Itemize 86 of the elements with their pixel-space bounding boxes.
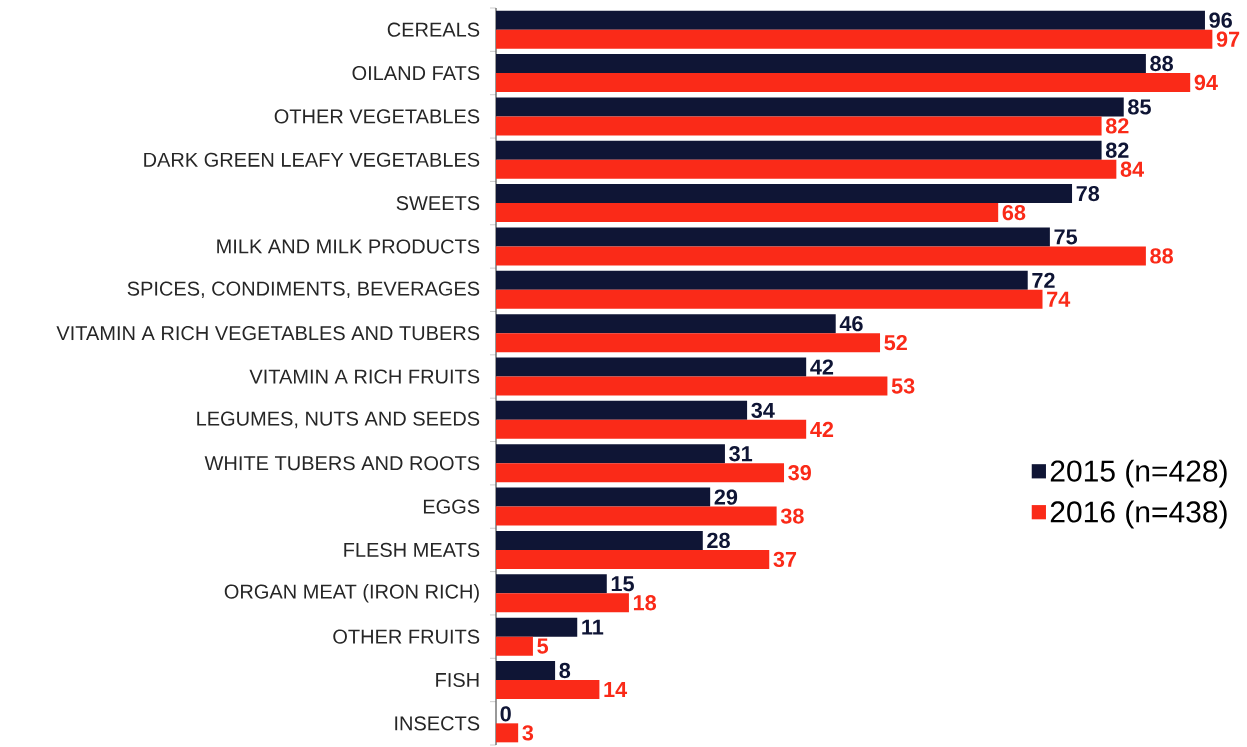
bar [496, 97, 1124, 117]
bar [496, 289, 1043, 309]
bar [496, 660, 556, 680]
bar [496, 159, 1117, 179]
data-label: 75 [1054, 229, 1078, 245]
data-label: 88 [1150, 248, 1173, 264]
y-tick-label: INSECTS [395, 716, 480, 731]
bar [496, 73, 1191, 93]
bar [496, 270, 1028, 290]
bar [496, 617, 578, 637]
bar [496, 723, 519, 743]
data-label: 15 [611, 576, 634, 592]
y-tick-label: VITAMIN A RICH FRUITS [249, 369, 480, 384]
y-tick-label: SPICES, CONDIMENTS, BEVERAGES [127, 281, 480, 299]
y-tick-label: MILK AND MILK PRODUCTS [217, 239, 480, 254]
bar [496, 636, 533, 656]
bar [496, 400, 748, 420]
bar [496, 314, 836, 334]
data-label: 84 [1120, 161, 1145, 177]
y-tick-label: OILAND FATS [352, 65, 480, 81]
legend-label: 2015 (n=428) [1050, 459, 1227, 488]
bar [496, 227, 1050, 247]
bar [496, 333, 881, 353]
data-label: 52 [884, 334, 907, 351]
data-label: 0 [500, 706, 511, 722]
y-tick-label: OTHER FRUITS [333, 629, 480, 644]
data-label: 31 [729, 446, 753, 462]
data-label: 78 [1076, 185, 1100, 202]
data-label: 37 [773, 551, 797, 568]
data-label: 88 [1150, 55, 1173, 72]
data-label: 82 [1105, 118, 1129, 134]
y-tick-label: FISH [436, 672, 479, 688]
bar [496, 549, 770, 569]
data-label: 8 [559, 662, 571, 679]
y-tick-label: ORGAN MEAT (IRON RICH) [224, 583, 479, 603]
data-label: 38 [780, 508, 804, 524]
data-label: 94 [1194, 74, 1218, 91]
data-label: 68 [1002, 204, 1026, 221]
bar [496, 203, 999, 223]
data-label: 42 [810, 359, 834, 375]
data-label: 46 [839, 315, 863, 332]
bar [496, 506, 777, 526]
bar [496, 29, 1213, 49]
data-label: 39 [788, 465, 811, 481]
data-label: 3 [522, 725, 534, 741]
data-label: 85 [1128, 99, 1151, 115]
bar [496, 679, 600, 699]
data-label: 5 [537, 638, 549, 654]
bar [496, 376, 888, 396]
bar [496, 10, 1205, 30]
data-label: 97 [1216, 31, 1240, 47]
data-label: 18 [633, 595, 657, 611]
legend-label: 2016 (n=438) [1050, 500, 1227, 529]
bar [496, 116, 1102, 136]
data-label: 74 [1047, 291, 1071, 307]
y-tick-label: OTHER VEGETABLES [274, 109, 480, 124]
data-label: 72 [1032, 272, 1055, 288]
data-label: 82 [1105, 142, 1129, 158]
data-label: 29 [714, 489, 738, 505]
data-label: 96 [1209, 12, 1232, 28]
bar [496, 419, 807, 439]
y-tick-label: VITAMIN A RICH VEGETABLES AND TUBERS [56, 326, 480, 341]
data-label: 42 [810, 421, 834, 437]
y-tick-label: EGGS [423, 499, 480, 514]
data-label: 53 [891, 378, 915, 394]
bar [496, 357, 807, 377]
y-tick-label: DARK GREEN LEAFY VEGETABLES [144, 152, 480, 167]
bar [496, 444, 725, 464]
data-label: 34 [751, 402, 775, 419]
bar [496, 487, 711, 507]
y-tick-label: SWEETS [396, 196, 480, 211]
y-tick-label: LEGUMES, NUTS AND SEEDS [197, 411, 480, 429]
data-label: 14 [604, 682, 628, 697]
bar [496, 184, 1073, 204]
bar [496, 140, 1102, 160]
bar [496, 593, 629, 613]
bar [496, 530, 703, 550]
bar [496, 463, 785, 483]
y-tick-label: WHITE TUBERS AND ROOTS [204, 456, 480, 471]
data-label: 28 [707, 532, 730, 549]
bar [496, 574, 607, 594]
bar [496, 246, 1146, 266]
y-tick-label: FLESH MEATS [344, 542, 480, 557]
data-label: 11 [582, 619, 604, 635]
bar [496, 54, 1146, 74]
y-tick-label: CEREALS [387, 22, 480, 37]
